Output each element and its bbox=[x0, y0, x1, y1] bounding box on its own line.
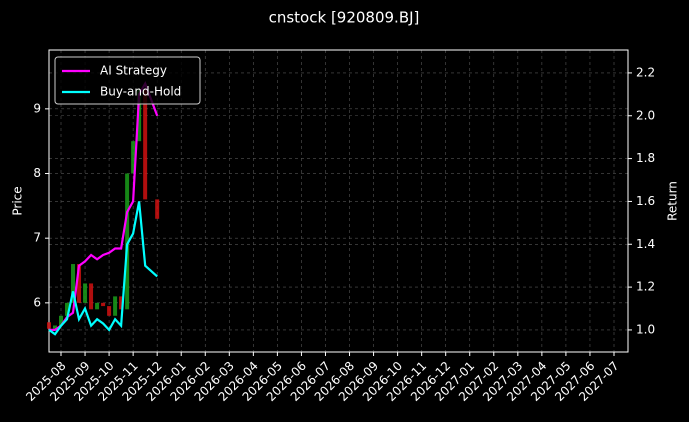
price-candle bbox=[125, 173, 130, 310]
y-tick-label: 8 bbox=[33, 166, 41, 180]
price-candle bbox=[143, 89, 148, 200]
y2-tick-label: 2.2 bbox=[636, 65, 655, 79]
price-candle bbox=[52, 325, 57, 329]
price-candle bbox=[107, 306, 112, 316]
y2-axis-label: Return bbox=[666, 181, 680, 221]
price-candle bbox=[95, 302, 100, 310]
y2-tick-label: 1.6 bbox=[636, 194, 655, 208]
return-line bbox=[49, 81, 159, 331]
return-line bbox=[48, 201, 158, 336]
price-candle bbox=[77, 264, 82, 303]
price-candle bbox=[65, 302, 70, 316]
y2-tick-label: 2.0 bbox=[636, 108, 655, 122]
legend-label: Buy-and-Hold bbox=[100, 85, 181, 99]
y-tick-label: 9 bbox=[33, 101, 41, 115]
y2-tick-label: 1.8 bbox=[636, 151, 655, 165]
price-candle bbox=[131, 141, 136, 174]
y2-tick-label: 1.2 bbox=[636, 280, 655, 294]
y-tick-label: 6 bbox=[33, 295, 41, 309]
price-candle bbox=[83, 283, 88, 303]
plot-frame bbox=[48, 49, 629, 353]
y2-tick-label: 1.0 bbox=[636, 322, 655, 336]
price-candle bbox=[71, 264, 76, 303]
price-candle bbox=[119, 296, 124, 310]
price-candle bbox=[89, 283, 94, 310]
legend: AI Strategy Buy-and-Hold bbox=[54, 56, 201, 105]
price-candle bbox=[113, 296, 118, 316]
legend-label: AI Strategy bbox=[100, 64, 167, 78]
price-candle bbox=[59, 315, 63, 326]
price-candle bbox=[137, 89, 142, 142]
price-candle bbox=[46, 322, 51, 329]
price-candle bbox=[155, 199, 160, 219]
y-tick-label: 7 bbox=[33, 231, 41, 245]
y-axis-label: Price bbox=[11, 186, 25, 215]
chart-title: cnstock [920809.BJ] bbox=[269, 9, 420, 27]
legend-box bbox=[54, 56, 201, 105]
price-candle bbox=[101, 302, 106, 307]
y2-tick-label: 1.4 bbox=[636, 237, 655, 251]
